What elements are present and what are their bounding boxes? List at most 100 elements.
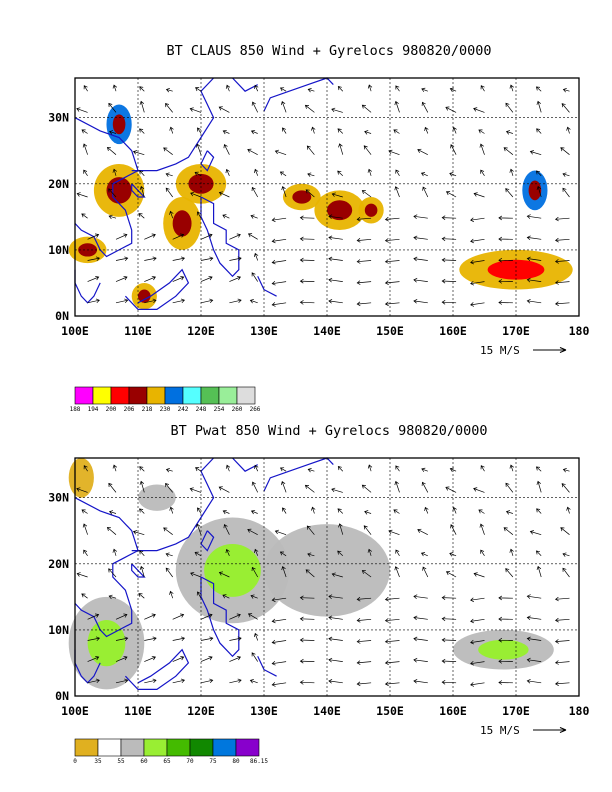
wind-arrow-icon [384, 639, 400, 644]
wind-arrow-icon [165, 552, 173, 557]
wind-arrow-icon [498, 659, 513, 664]
colorbar-swatch [212, 738, 237, 757]
wind-arrow-icon [229, 613, 241, 620]
wind-arrow-icon [200, 636, 214, 641]
wind-arrow-icon [413, 277, 428, 283]
coastline-segment [200, 196, 240, 278]
wind-arrow-icon [271, 661, 287, 666]
wind-arrow-icon [535, 86, 542, 92]
wind-arrow-icon [331, 572, 343, 578]
lon-tick-label: 140E [313, 324, 341, 338]
wind-arrow-icon [274, 529, 287, 536]
wind-arrow-icon [536, 565, 542, 578]
wind-arrow-icon [562, 172, 570, 177]
wind-arrow-icon [196, 211, 202, 219]
wind-arrow-icon [299, 257, 315, 263]
wind-arrow-icon [247, 613, 258, 620]
wind-arrow-icon [364, 510, 372, 515]
wind-arrow-icon [331, 192, 343, 198]
wind-arrow-icon [299, 236, 315, 242]
wind-arrow-icon [280, 101, 287, 113]
wind-arrow-icon [271, 259, 287, 265]
wind-arrow-icon [108, 214, 117, 220]
wind-arrow-icon [229, 256, 242, 261]
wind-arrow-icon [478, 129, 485, 134]
wind-arrow-icon [384, 618, 400, 623]
wind-arrow-icon [413, 636, 428, 642]
wind-arrow-icon [394, 566, 400, 578]
wind-arrow-icon [536, 480, 542, 493]
wind-arrow-icon [251, 566, 259, 578]
coastline-segment [131, 457, 215, 552]
wind-arrow-icon [328, 214, 343, 219]
wind-arrow-icon [82, 143, 88, 155]
wind-arrow-icon [473, 572, 485, 578]
wind-arrow-icon [249, 298, 258, 304]
lon-tick-label: 110E [124, 324, 152, 338]
wind-arrow-icon [197, 127, 202, 134]
wind-arrow-icon [271, 597, 287, 603]
wind-arrow-icon [413, 594, 428, 599]
wind-arrow-icon [115, 678, 129, 684]
wind-arrow-icon [172, 298, 186, 304]
wind-arrow-icon [195, 143, 202, 155]
wind-arrow-icon [536, 185, 542, 198]
wind-arrow-icon [200, 233, 213, 240]
arrowhead-icon [559, 727, 567, 733]
colorbar-swatch [236, 386, 256, 405]
wind-arrow-icon [251, 272, 258, 282]
lat-tick-label: 10N [48, 623, 69, 637]
wind-arrow-icon [196, 591, 202, 599]
wind-arrow-icon [560, 147, 570, 155]
wind-arrow-icon [535, 170, 542, 177]
wind-arrow-icon [139, 550, 145, 557]
wind-arrow-icon [509, 84, 514, 92]
wind-arrow-icon [526, 235, 542, 241]
wind-arrow-icon [87, 678, 100, 684]
wind-arrow-icon [169, 590, 174, 599]
wind-arrow-icon [363, 145, 372, 155]
lon-tick-label: 170E [502, 324, 530, 338]
wind-arrow-icon [139, 128, 145, 134]
wind-arrow-icon [115, 636, 129, 641]
colorbar-label: 55 [117, 758, 125, 765]
wind-arrow-icon [169, 506, 174, 514]
wind-arrow-icon [413, 235, 428, 241]
wind-arrow-icon [76, 572, 88, 578]
wind-arrow-icon [505, 482, 514, 493]
wind-arrow-icon [554, 617, 570, 623]
wind-arrow-icon [108, 568, 117, 578]
wind-arrow-icon [452, 126, 457, 134]
coastline-segment [257, 276, 277, 297]
wind-arrow-icon [225, 84, 231, 92]
wind-arrow-icon [229, 636, 242, 641]
wind-arrow-icon [554, 596, 570, 602]
wind-arrow-icon [554, 216, 570, 222]
wind-arrow-icon [274, 149, 287, 156]
wind-arrow-icon [81, 129, 88, 134]
colorbar-label: 60 [140, 758, 148, 765]
lon-tick-label: 120E [187, 704, 215, 718]
lon-tick-label: 120E [187, 324, 215, 338]
colorbar-swatch [200, 386, 220, 405]
wind-arrow-icon [470, 639, 485, 645]
wind-arrow-icon [337, 466, 344, 472]
longitude-ticks: 100E 110E 120E 130E 140E 150E 160E 170E … [61, 324, 589, 338]
wind-arrow-icon [218, 571, 230, 578]
wind-arrow-icon [388, 149, 400, 156]
wind-arrow-icon [305, 569, 315, 578]
wind-arrow-icon [139, 185, 145, 198]
coastline-segment [232, 77, 258, 92]
wind-arrow-icon [271, 238, 287, 244]
wind-vectors [76, 84, 571, 307]
wind-arrow-icon [115, 233, 128, 240]
wind-arrow-icon [87, 636, 101, 641]
wind-arrow-icon [562, 552, 570, 557]
wind-arrow-icon [279, 87, 287, 92]
wind-arrow-icon [526, 636, 542, 642]
wind-arrow-icon [441, 658, 457, 664]
wind-arrow-icon [478, 509, 485, 514]
wind-arrow-icon [450, 524, 457, 535]
wind-arrow-icon [115, 275, 128, 282]
wind-arrow-icon [305, 189, 315, 198]
